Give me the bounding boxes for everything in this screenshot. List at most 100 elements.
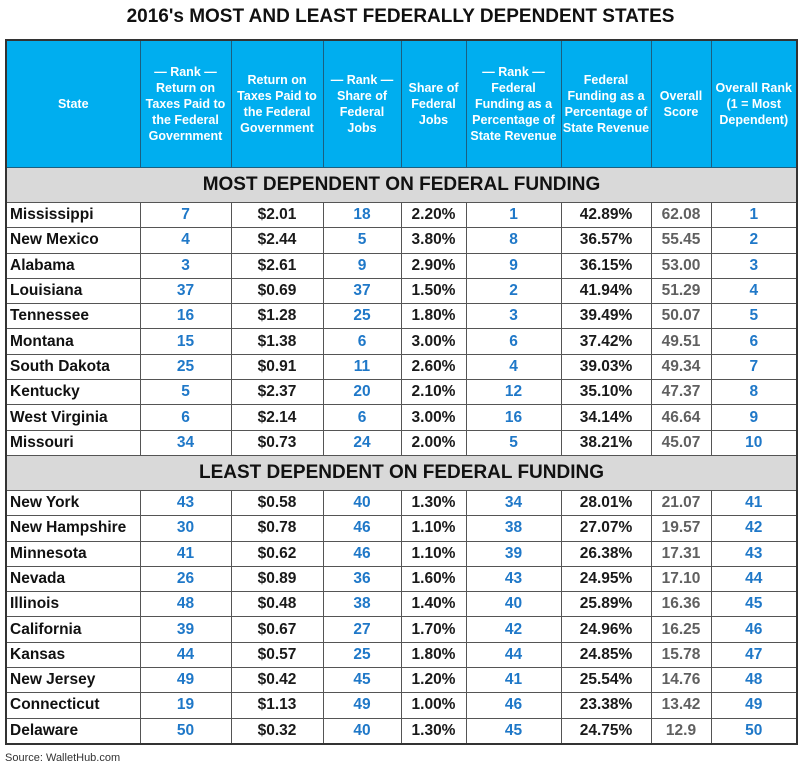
table-cell: 1.20% xyxy=(400,667,467,694)
table-cell: 49.51 xyxy=(650,328,712,355)
table-cell: 24.85% xyxy=(560,641,652,669)
table-cell: 45 xyxy=(322,667,402,694)
table-cell: 24.95% xyxy=(560,565,652,593)
dependency-table: State — Rank — Return on Taxes Paid to th… xyxy=(5,39,798,745)
table-cell: $0.78 xyxy=(230,515,324,542)
table-cell: 25 xyxy=(322,641,402,669)
table-cell: 25.54% xyxy=(560,667,652,694)
page-title: 2016's MOST AND LEAST FEDERALLY DEPENDEN… xyxy=(126,6,675,27)
table-cell: 3.80% xyxy=(400,227,467,254)
table-cell: 43 xyxy=(710,540,798,567)
table-cell: 2 xyxy=(710,227,798,254)
table-cell: 24.75% xyxy=(560,717,652,745)
table-cell: 9 xyxy=(465,252,562,279)
state-name-cell: Minnesota xyxy=(5,540,141,567)
table-cell: 19 xyxy=(139,692,232,719)
table-row: Missouri 34 $0.73 24 2.00% 5 38.21% 45.07 10 xyxy=(5,429,798,456)
table-cell: 5 xyxy=(139,379,232,406)
table-cell: 1.50% xyxy=(400,277,467,305)
table-cell: 45 xyxy=(710,591,798,618)
table-row: Minnesota 41 $0.62 46 1.10% 39 26.38% 17.31 43 xyxy=(5,540,798,567)
table-cell: 38.21% xyxy=(560,429,652,456)
table-cell: 6 xyxy=(322,328,402,355)
section-label: LEAST DEPENDENT ON FEDERAL FUNDING xyxy=(5,454,798,491)
table-cell: 44 xyxy=(710,565,798,593)
table-cell: 51.29 xyxy=(650,277,712,305)
table-cell: $2.44 xyxy=(230,227,324,254)
table-cell: 2.20% xyxy=(400,201,467,229)
table-cell: 35.10% xyxy=(560,379,652,406)
table-cell: 26.38% xyxy=(560,540,652,567)
table-row: Delaware 50 $0.32 40 1.30% 45 24.75% 12.9 50 xyxy=(5,717,798,745)
table-cell: 44 xyxy=(139,641,232,669)
table-cell: 39.49% xyxy=(560,303,652,330)
state-name-cell: Kansas xyxy=(5,641,141,669)
table-cell: 41 xyxy=(710,489,798,517)
table-cell: 41 xyxy=(139,540,232,567)
table-cell: 21.07 xyxy=(650,489,712,517)
column-header: Overall Rank (1 = Most Dependent) xyxy=(710,39,798,168)
table-cell: 6 xyxy=(710,328,798,355)
state-name-cell: Louisiana xyxy=(5,277,141,305)
table-cell: 1.00% xyxy=(400,692,467,719)
table-cell: 11 xyxy=(322,353,402,381)
table-row: New Mexico 4 $2.44 5 3.80% 8 36.57% 55.45 2 xyxy=(5,227,798,254)
table-cell: 34.14% xyxy=(560,404,652,431)
table-cell: $0.89 xyxy=(230,565,324,593)
table-cell: 5 xyxy=(710,303,798,330)
table-cell: 3 xyxy=(465,303,562,330)
state-name-cell: West Virginia xyxy=(5,404,141,431)
table-cell: 62.08 xyxy=(650,201,712,229)
table-row: Kentucky 5 $2.37 20 2.10% 12 35.10% 47.37 8 xyxy=(5,379,798,406)
table-cell: 15 xyxy=(139,328,232,355)
table-cell: 47.37 xyxy=(650,379,712,406)
table-cell: 2 xyxy=(465,277,562,305)
table-cell: 45.07 xyxy=(650,429,712,456)
table-cell: 46 xyxy=(322,540,402,567)
table-cell: 48 xyxy=(710,667,798,694)
table-cell: $0.73 xyxy=(230,429,324,456)
table-cell: 23.38% xyxy=(560,692,652,719)
table-cell: 1.10% xyxy=(400,540,467,567)
table-cell: 50.07 xyxy=(650,303,712,330)
state-name-cell: California xyxy=(5,616,141,643)
table-cell: 4 xyxy=(139,227,232,254)
table-cell: 2.60% xyxy=(400,353,467,381)
table-cell: 49.34 xyxy=(650,353,712,381)
table-cell: 46 xyxy=(322,515,402,542)
table-cell: $0.67 xyxy=(230,616,324,643)
column-header: — Rank — Federal Funding as a Percentage… xyxy=(465,39,562,168)
table-cell: 9 xyxy=(710,404,798,431)
table-cell: 49 xyxy=(710,692,798,719)
table-cell: 12 xyxy=(465,379,562,406)
table-cell: 45 xyxy=(465,717,562,745)
table-row: Nevada 26 $0.89 36 1.60% 43 24.95% 17.10 44 xyxy=(5,565,798,593)
table-row: Tennessee 16 $1.28 25 1.80% 3 39.49% 50.07 5 xyxy=(5,303,798,330)
table-cell: 2.00% xyxy=(400,429,467,456)
table-row: South Dakota 25 $0.91 11 2.60% 4 39.03% 49.34 7 xyxy=(5,353,798,381)
table-cell: 49 xyxy=(139,667,232,694)
table-cell: 24 xyxy=(322,429,402,456)
table-cell: 27 xyxy=(322,616,402,643)
table-cell: $0.42 xyxy=(230,667,324,694)
state-name-cell: Mississippi xyxy=(5,201,141,229)
column-header: State xyxy=(5,39,141,168)
table-cell: 1.10% xyxy=(400,515,467,542)
table-cell: 44 xyxy=(465,641,562,669)
state-name-cell: New Mexico xyxy=(5,227,141,254)
table-cell: 16 xyxy=(139,303,232,330)
table-cell: 46 xyxy=(710,616,798,643)
table-cell: 13.42 xyxy=(650,692,712,719)
state-name-cell: Tennessee xyxy=(5,303,141,330)
table-cell: 1.80% xyxy=(400,303,467,330)
table-cell: 37.42% xyxy=(560,328,652,355)
table-cell: 34 xyxy=(465,489,562,517)
table-cell: $1.38 xyxy=(230,328,324,355)
table-cell: 41 xyxy=(465,667,562,694)
table-cell: 3.00% xyxy=(400,404,467,431)
table-cell: 1.70% xyxy=(400,616,467,643)
table-cell: 28.01% xyxy=(560,489,652,517)
table-cell: 1.80% xyxy=(400,641,467,669)
table-cell: $2.01 xyxy=(230,201,324,229)
table-cell: 30 xyxy=(139,515,232,542)
